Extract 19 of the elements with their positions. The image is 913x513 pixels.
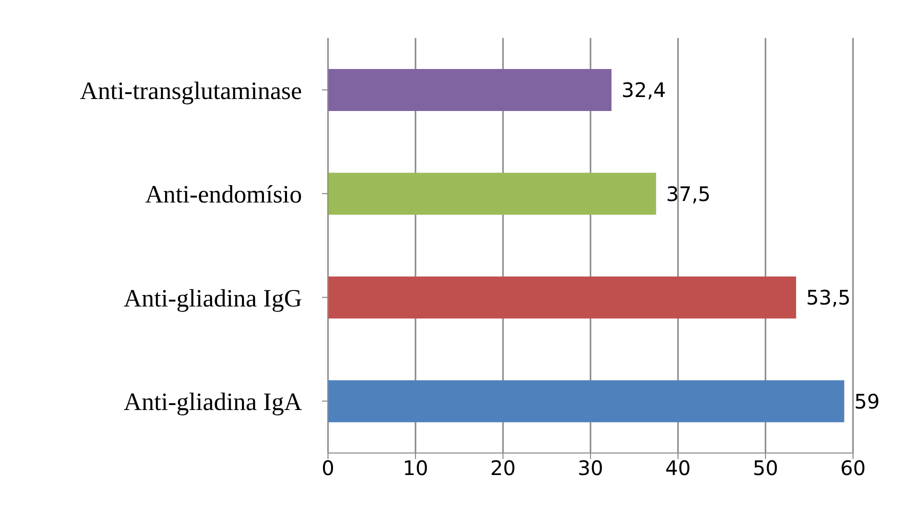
x-tick-label: 30 — [578, 456, 604, 480]
x-tick-label: 0 — [322, 456, 334, 480]
x-tick-label: 50 — [752, 456, 778, 480]
x-tick-label: 20 — [490, 456, 516, 480]
bar — [328, 276, 796, 318]
x-tick-label: 60 — [840, 456, 866, 480]
data-label: 32,4 — [622, 78, 666, 102]
bar — [328, 69, 612, 111]
bar — [328, 172, 656, 215]
data-label: 37,5 — [666, 182, 711, 206]
bar — [328, 380, 844, 422]
y-tick-label: Anti-transglutaminase — [80, 78, 302, 105]
x-tick-label: 10 — [402, 456, 428, 480]
y-tick-label: Anti-gliadina IgA — [124, 389, 302, 416]
data-label: 53,5 — [806, 286, 851, 310]
x-tick-label: 40 — [665, 456, 691, 480]
data-label: 59 — [854, 389, 880, 414]
y-tick-label: Anti-gliadina IgG — [124, 285, 302, 312]
y-tick-label: Anti-endomísio — [145, 182, 302, 208]
